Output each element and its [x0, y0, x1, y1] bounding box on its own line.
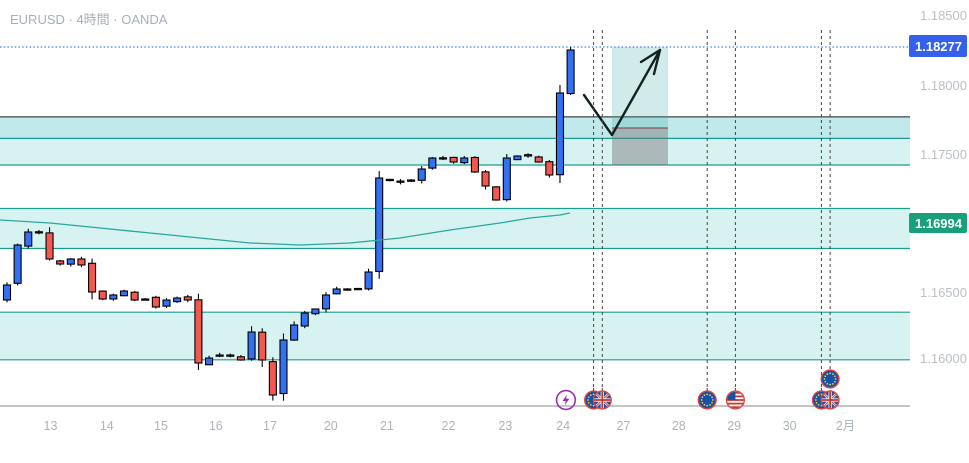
- svg-text:24: 24: [556, 419, 570, 433]
- svg-text:20: 20: [324, 419, 338, 433]
- svg-text:21: 21: [380, 419, 394, 433]
- svg-text:1.18000: 1.18000: [920, 78, 967, 93]
- svg-text:27: 27: [616, 419, 630, 433]
- svg-text:13: 13: [44, 419, 58, 433]
- svg-text:1.16994: 1.16994: [915, 216, 963, 231]
- svg-text:30: 30: [783, 419, 797, 433]
- svg-text:29: 29: [727, 419, 741, 433]
- svg-text:1.18277: 1.18277: [915, 39, 962, 54]
- svg-text:2月: 2月: [836, 419, 855, 433]
- svg-text:1.17500: 1.17500: [920, 147, 967, 162]
- svg-text:1.18500: 1.18500: [920, 8, 967, 23]
- svg-text:16: 16: [209, 419, 223, 433]
- svg-text:17: 17: [263, 419, 277, 433]
- svg-text:22: 22: [442, 419, 456, 433]
- svg-text:1.16500: 1.16500: [920, 285, 967, 300]
- svg-text:15: 15: [154, 419, 168, 433]
- svg-text:1.16000: 1.16000: [920, 351, 967, 366]
- svg-text:14: 14: [100, 419, 114, 433]
- svg-text:23: 23: [498, 419, 512, 433]
- svg-text:28: 28: [672, 419, 686, 433]
